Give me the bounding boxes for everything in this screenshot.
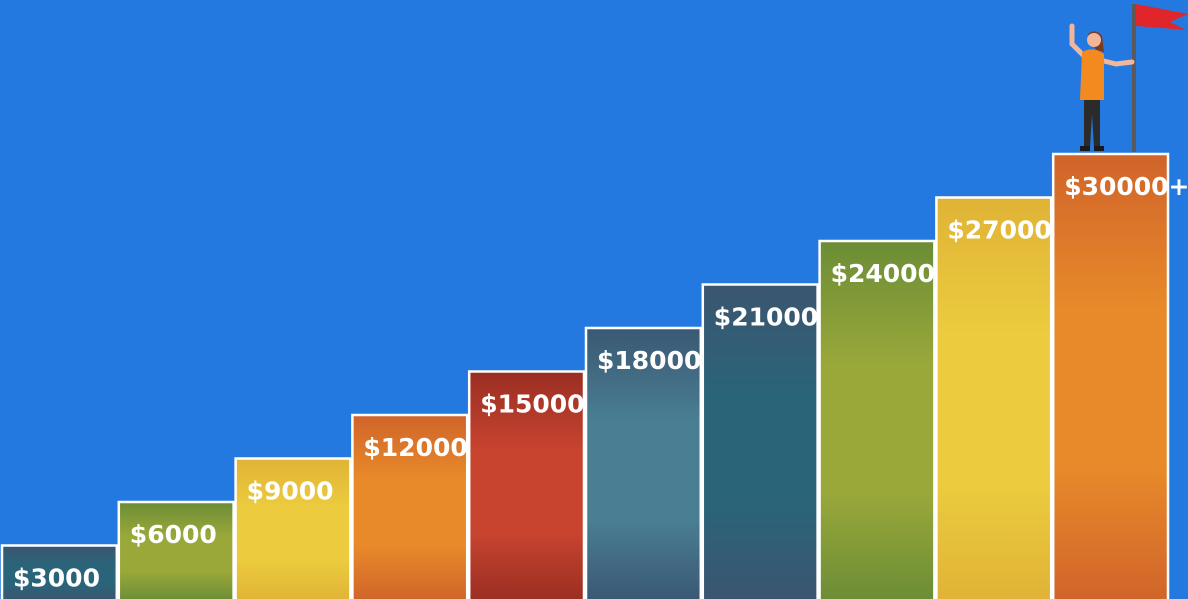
bar-4: [351, 413, 469, 599]
red-flag-icon: [1132, 4, 1188, 152]
bar-7: [701, 283, 819, 599]
bar-8: [818, 239, 936, 599]
bar-2: [117, 500, 235, 599]
bar-label-7: $21000: [714, 303, 818, 332]
bar-label-4: $12000: [363, 433, 467, 462]
bar-label-3: $9000: [247, 477, 334, 506]
bar-9: [935, 196, 1053, 599]
bar-label-8: $24000: [831, 259, 935, 288]
bar-label-2: $6000: [130, 520, 217, 549]
bar-5: [467, 370, 586, 599]
bar-10: [1051, 152, 1170, 599]
labels-layer: $3000 $6000 $9000 $12000 $15000 $18000 $21000 $…: [13, 172, 1188, 593]
bar-label-5: $15000: [480, 390, 584, 419]
bar-3: [234, 457, 352, 599]
bar-label-10: $30000+: [1064, 172, 1188, 201]
woman-cheering-icon: [1069, 23, 1135, 151]
bar-label-1: $3000: [13, 564, 100, 593]
bar-label-6: $18000: [597, 346, 701, 375]
bar-label-9: $27000: [947, 216, 1051, 245]
bar-6: [584, 326, 703, 599]
bar-1: [0, 544, 119, 599]
bars-layer: [0, 152, 1170, 599]
